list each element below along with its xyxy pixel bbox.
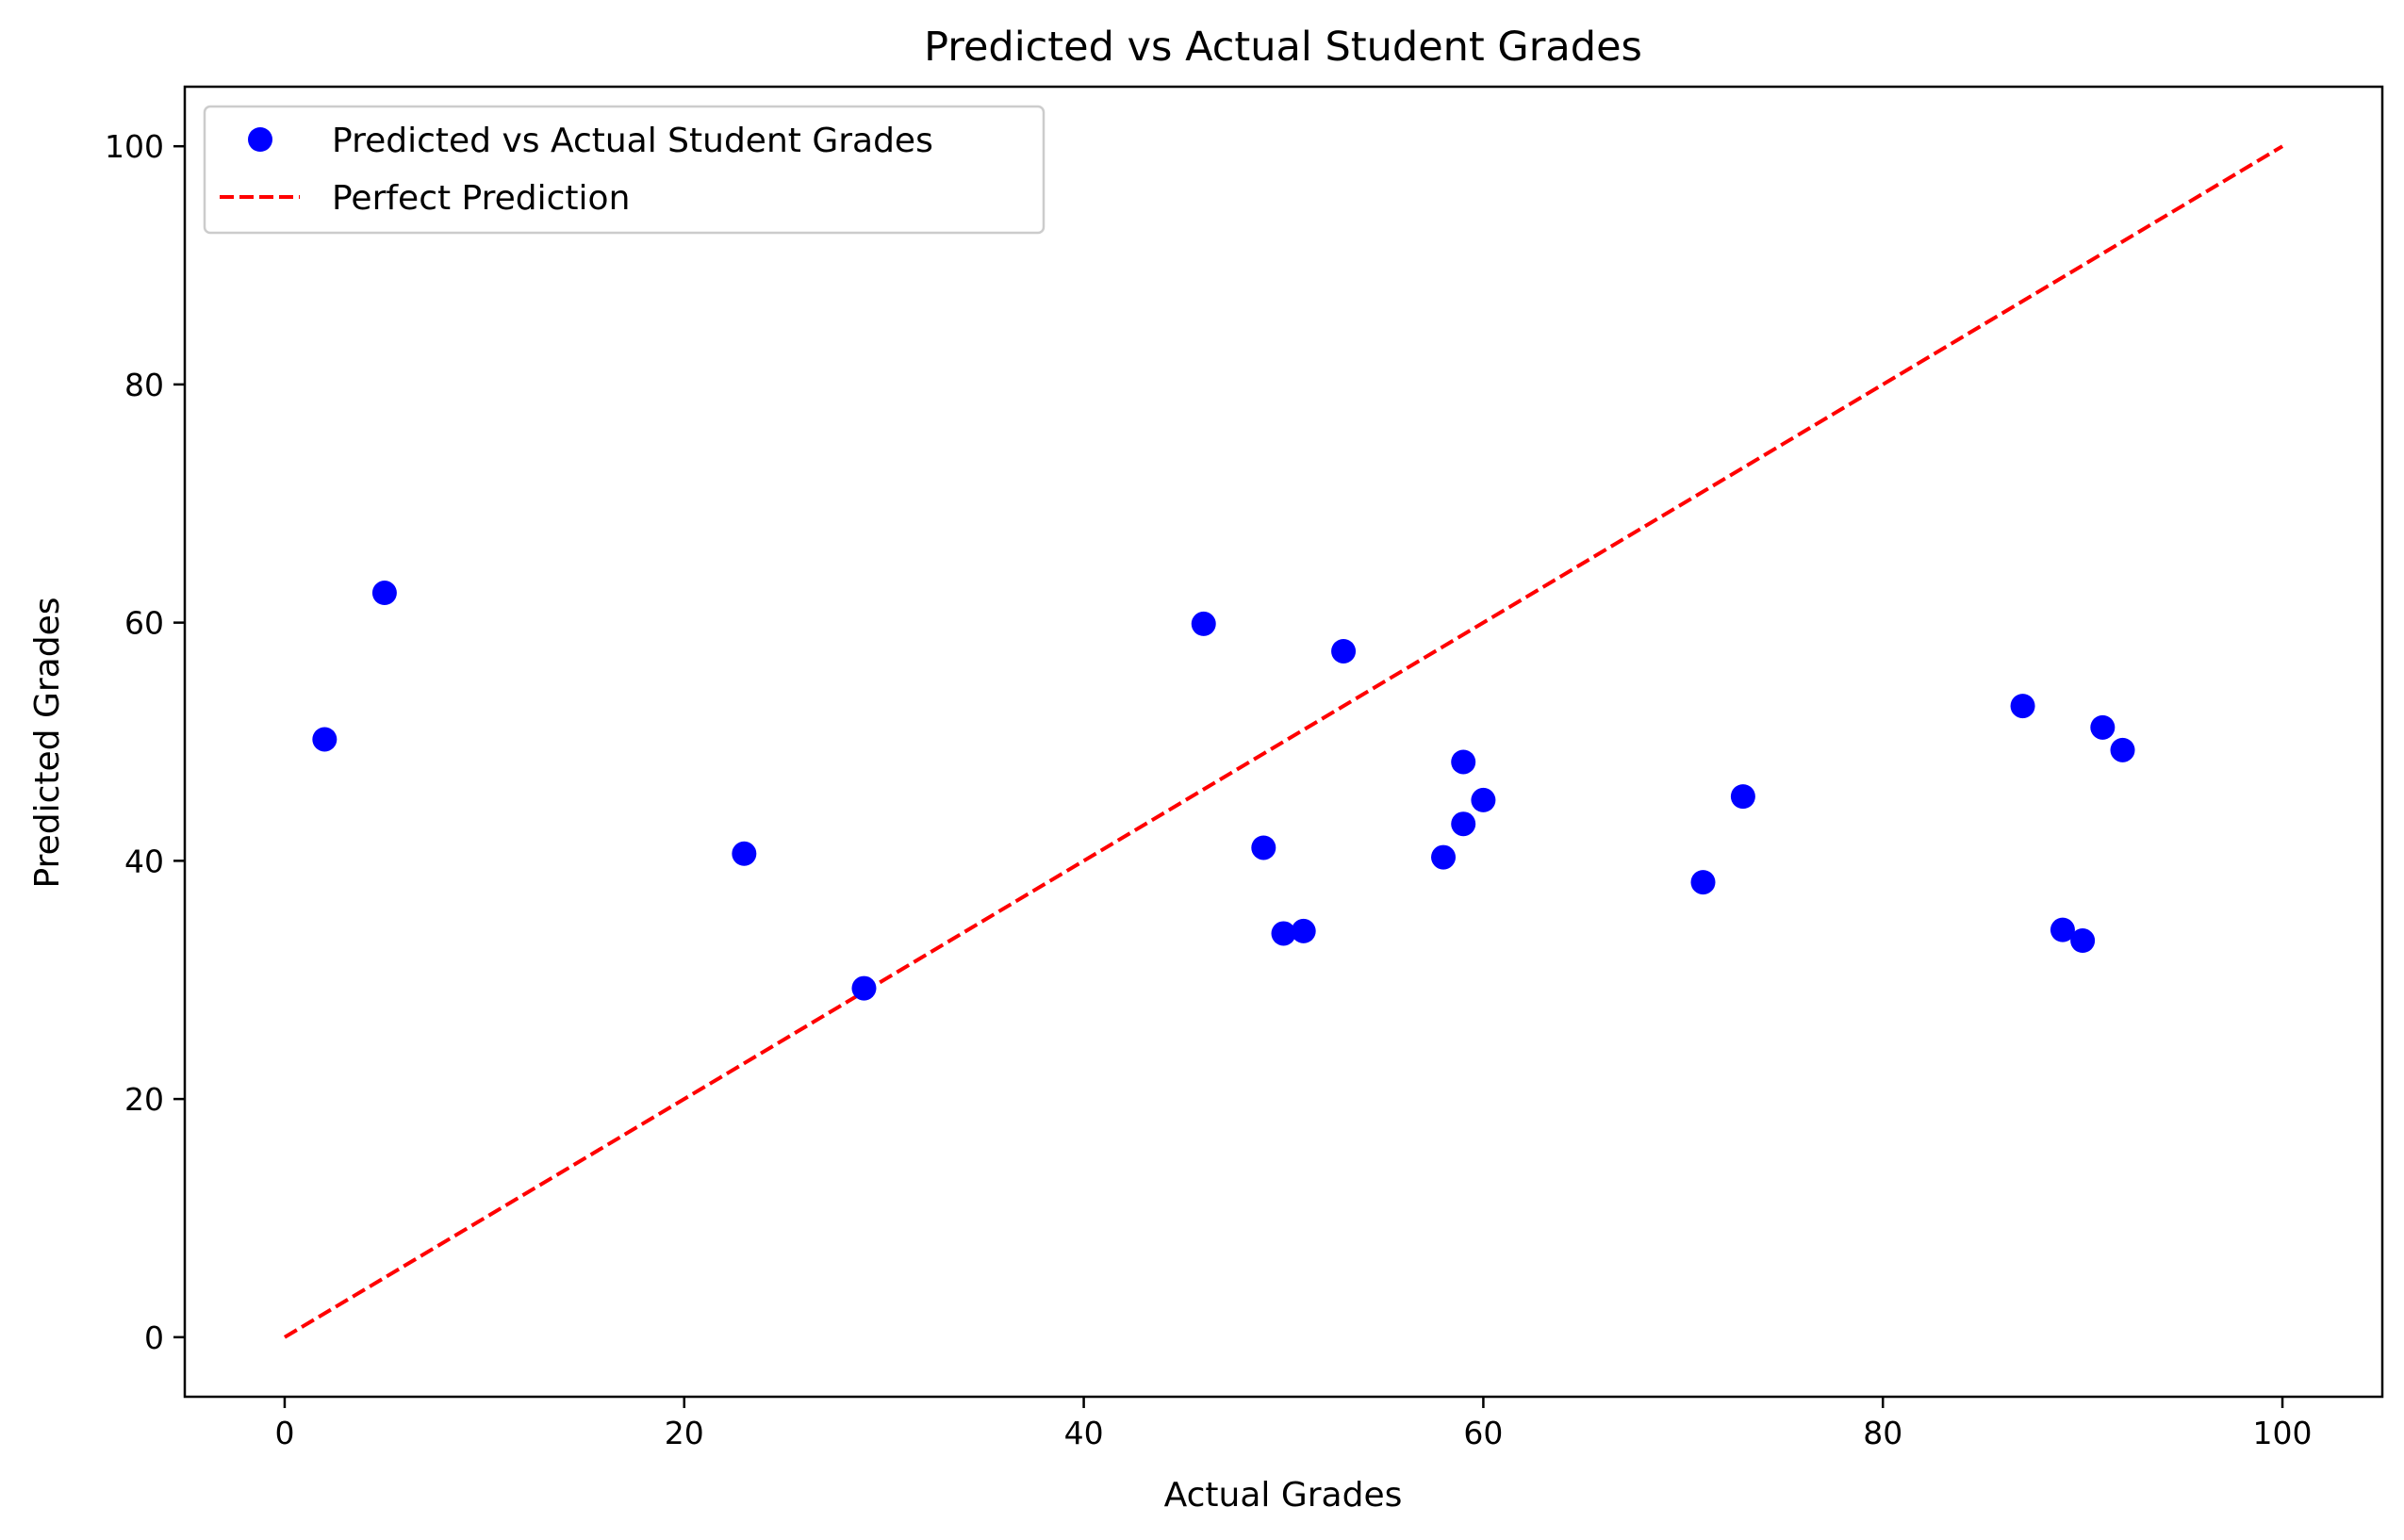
data-point [2110, 737, 2135, 762]
data-point [851, 975, 877, 1001]
data-point [1730, 784, 1755, 810]
y-tick-label: 60 [124, 605, 164, 642]
x-tick-label: 20 [665, 1415, 704, 1451]
perfect-prediction-line [283, 144, 2284, 1339]
x-tick-label: 80 [1863, 1415, 1902, 1451]
legend-entry-label: Predicted vs Actual Student Grades [332, 122, 933, 160]
data-point [732, 841, 757, 866]
y-axis-label: Predicted Grades [28, 598, 67, 889]
x-tick-label: 0 [274, 1415, 294, 1451]
x-tick-label: 60 [1463, 1415, 1503, 1451]
data-point [1690, 870, 1716, 895]
legend-frame [203, 105, 1046, 235]
x-axis: 0 20 40 60 80 100 [274, 1397, 2313, 1451]
y-axis: 0 20 40 60 80 100 [105, 128, 185, 1356]
legend-marker-scatter [248, 127, 272, 152]
data-point [1451, 749, 1476, 775]
data-point [1291, 918, 1316, 943]
data-point [1251, 835, 1276, 860]
data-point [2010, 694, 2035, 719]
data-point [2070, 928, 2096, 954]
data-point [1471, 787, 1496, 812]
y-tick-label: 100 [105, 128, 164, 165]
legend: Predicted vs Actual Student Grades Perfec… [203, 105, 1046, 235]
data-point [371, 581, 397, 606]
data-point [1451, 811, 1476, 837]
data-point [1191, 611, 1216, 636]
data-point [2090, 714, 2116, 740]
y-tick-label: 80 [124, 367, 164, 403]
data-point [2050, 917, 2075, 942]
plot-area [283, 144, 2284, 1339]
x-axis-label: Actual Grades [1164, 1476, 1403, 1515]
y-tick-label: 0 [144, 1319, 164, 1356]
x-tick-label: 100 [2253, 1415, 2313, 1451]
legend-entry-label: Perfect Prediction [332, 179, 630, 218]
x-tick-label: 40 [1064, 1415, 1104, 1451]
y-tick-label: 40 [124, 843, 164, 879]
y-tick-label: 20 [124, 1081, 164, 1118]
data-point [312, 727, 338, 752]
axes-frame [183, 85, 2384, 1399]
data-point [1431, 844, 1457, 870]
data-point [1331, 638, 1357, 664]
chart-title: Predicted vs Actual Student Grades [924, 24, 1642, 71]
data-point [1271, 921, 1296, 946]
